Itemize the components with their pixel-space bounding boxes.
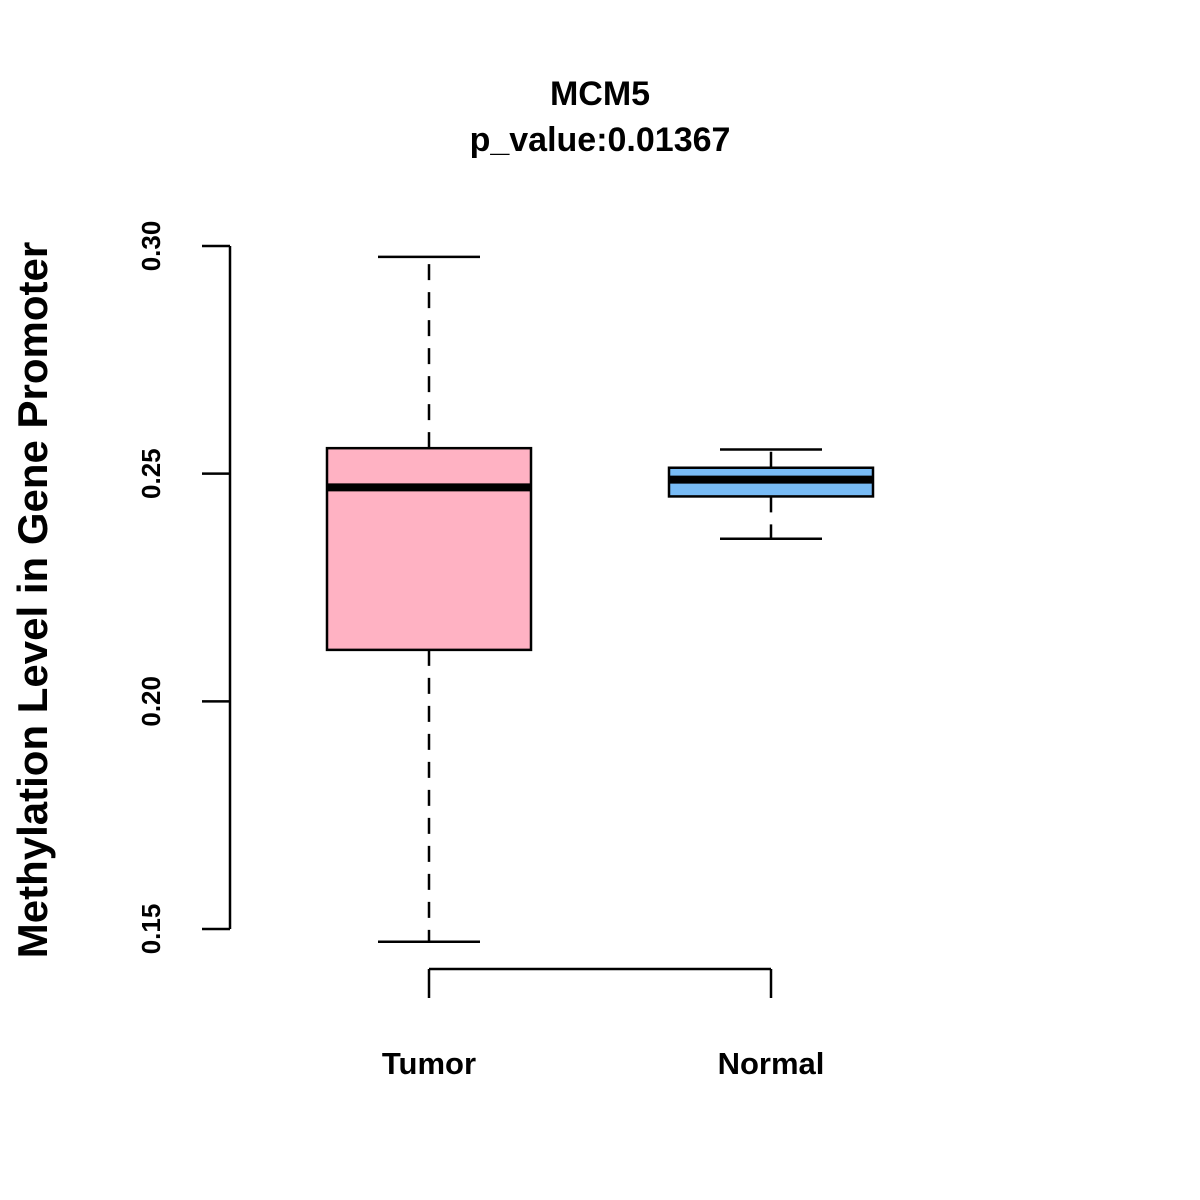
x-axis: Tumor Normal	[382, 967, 825, 1081]
box-normal	[667, 448, 875, 541]
y-axis: 0.15 0.20 0.25 0.30	[136, 221, 232, 955]
y-tick-label: 0.25	[136, 448, 166, 499]
chart-subtitle: p_value:0.01367	[470, 121, 731, 159]
y-tick-label: 0.20	[136, 676, 166, 727]
box-tumor	[325, 255, 533, 943]
y-axis-label: Methylation Level in Gene Promoter	[9, 242, 56, 958]
x-tick-label: Normal	[718, 1046, 825, 1081]
x-tick-label: Tumor	[382, 1046, 476, 1081]
box-body	[325, 446, 533, 652]
y-tick-label: 0.30	[136, 221, 166, 272]
y-tick-label: 0.15	[136, 904, 166, 955]
chart-title: MCM5	[550, 75, 650, 113]
boxes	[325, 255, 875, 943]
